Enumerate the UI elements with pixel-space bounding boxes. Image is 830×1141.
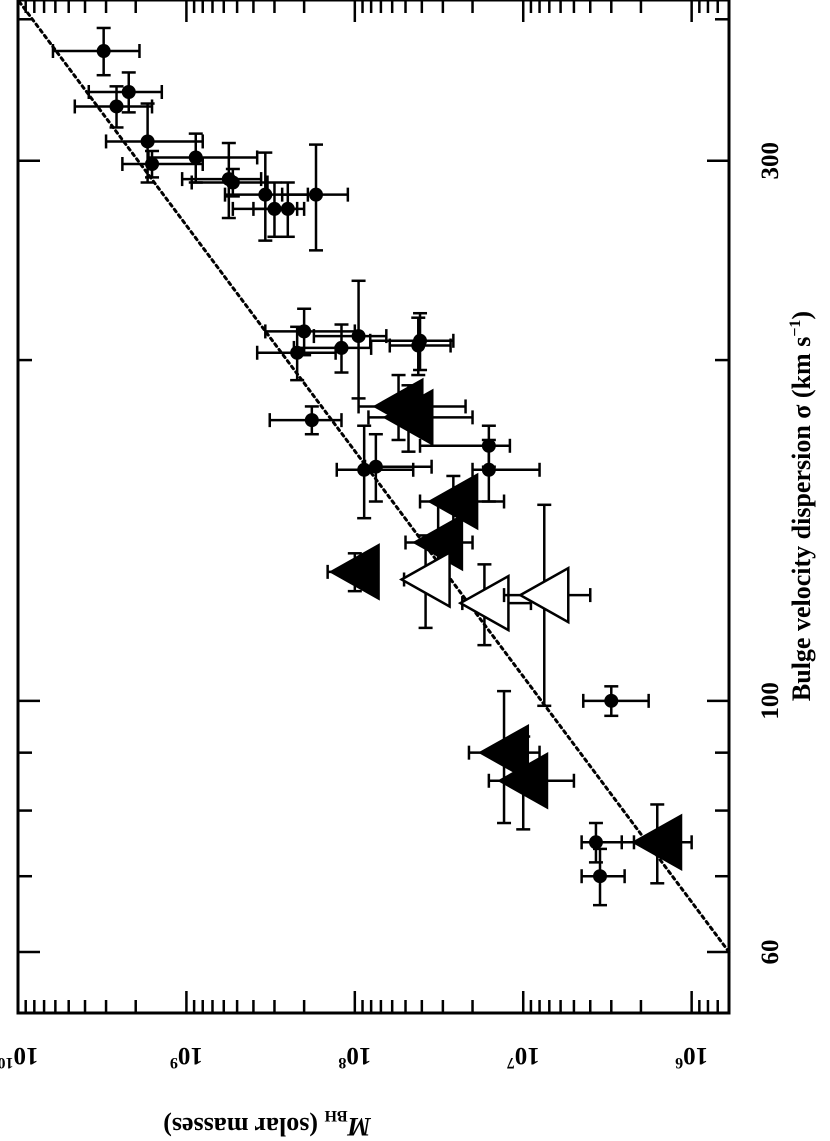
data-point	[467, 689, 541, 825]
circle-marker	[145, 157, 160, 172]
y-tick-label: 1010	[0, 1042, 39, 1071]
data-point	[280, 143, 350, 252]
circle-marker	[188, 150, 203, 165]
filled-triangle-marker	[631, 813, 683, 872]
circle-marker	[593, 869, 608, 884]
circle-marker	[604, 693, 619, 708]
data-point	[104, 102, 204, 184]
data-point	[252, 181, 306, 239]
circle-marker	[225, 175, 240, 190]
data-point	[582, 685, 650, 718]
circle-marker	[588, 835, 603, 850]
y-tick-label: 108	[338, 1042, 371, 1071]
y-tick-label: 107	[507, 1042, 540, 1071]
data-point	[312, 279, 388, 400]
data-point	[502, 503, 592, 708]
data-point	[457, 563, 533, 647]
open-triangle-marker	[517, 565, 570, 625]
data-point	[620, 803, 693, 885]
circle-marker	[96, 44, 111, 59]
data-point	[368, 311, 455, 372]
circle-marker	[280, 201, 295, 216]
data-point	[580, 847, 626, 907]
data-point	[268, 405, 343, 436]
data-marks	[51, 26, 693, 907]
data-point	[367, 384, 474, 453]
axis-ticks	[16, 0, 731, 1013]
circle-marker	[304, 413, 319, 428]
filled-triangle-marker	[382, 388, 434, 447]
data-point	[326, 543, 380, 601]
x-tick-label: 100	[757, 682, 784, 720]
open-triangle-marker	[399, 550, 451, 609]
circle-marker	[481, 462, 496, 477]
filled-triangle-marker	[497, 752, 549, 810]
y-axis-title: MBH (solar masses)	[163, 1107, 372, 1141]
fit-line	[16, 0, 731, 954]
data-point	[399, 534, 451, 630]
y-tick-labels: 106 107 108 109 1010	[0, 1042, 708, 1071]
data-point	[363, 432, 433, 503]
fit-line-path	[16, 0, 731, 954]
data-point	[418, 424, 512, 468]
circle-marker	[258, 187, 273, 202]
filled-triangle-marker	[328, 543, 380, 601]
x-axis-title: Bulge velocity dispersion σ (km s−1)	[787, 311, 816, 701]
circle-marker	[140, 134, 155, 149]
circle-marker	[411, 338, 426, 353]
circle-marker	[368, 459, 383, 474]
y-tick-label: 109	[170, 1042, 203, 1071]
circle-marker	[109, 99, 124, 114]
data-point	[73, 85, 154, 129]
circle-marker	[309, 187, 324, 202]
circle-marker	[334, 340, 349, 355]
data-point	[487, 735, 576, 831]
y-tick-label: 106	[675, 1042, 708, 1071]
data-point	[190, 167, 269, 198]
circle-marker	[121, 85, 136, 100]
x-tick-label: 60	[757, 940, 784, 965]
data-point	[51, 26, 141, 77]
circle-marker	[351, 329, 366, 344]
data-point	[292, 323, 373, 374]
data-point	[388, 316, 452, 377]
open-triangle-marker	[457, 573, 510, 633]
data-point	[471, 438, 541, 503]
x-tick-label: 300	[757, 142, 784, 180]
x-tick-labels: 60 100 300	[757, 142, 784, 965]
plot-frame	[16, 0, 731, 1015]
filled-triangle-marker	[478, 723, 530, 782]
filled-triangle-marker	[427, 472, 479, 531]
data-point	[255, 325, 337, 382]
